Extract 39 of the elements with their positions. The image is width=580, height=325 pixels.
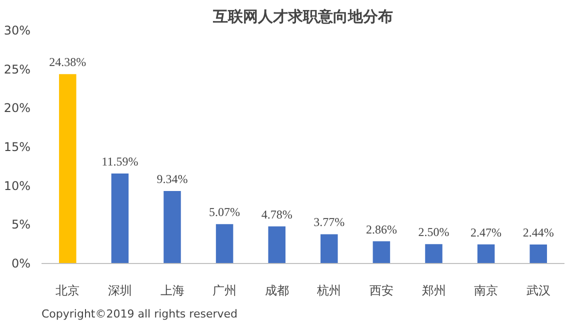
- bar: [268, 226, 286, 264]
- data-label: 2.50%: [418, 225, 450, 240]
- x-tick-label: 杭州: [316, 284, 342, 298]
- bar: [216, 224, 234, 264]
- data-label: 2.86%: [366, 222, 397, 236]
- y-tick-label: 10%: [4, 178, 30, 193]
- x-tick-label: 南京: [474, 284, 498, 298]
- data-label: 2.44%: [522, 226, 554, 240]
- y-tick-label: 0%: [11, 256, 31, 270]
- data-label: 9.34%: [156, 172, 188, 186]
- bar: [425, 244, 442, 264]
- bar: [320, 234, 338, 264]
- data-label: 4.78%: [261, 207, 292, 222]
- bar: [111, 173, 129, 264]
- x-tick-label: 武汉: [526, 284, 550, 298]
- text: Copyright©2019 all rights reserved: [42, 308, 238, 320]
- data-label: 11.59%: [102, 154, 138, 168]
- x-tick-label: 西安: [369, 284, 394, 298]
- y-tick-label: 25%: [4, 62, 30, 76]
- x-tick-label: 上海: [160, 284, 184, 298]
- x-tick-label: 北京: [56, 284, 80, 298]
- x-tick-label: 深圳: [108, 284, 132, 298]
- x-tick-label: 成都: [264, 284, 289, 298]
- bar: [477, 244, 495, 264]
- x-tick-label: 郑州: [422, 284, 446, 298]
- data-label: 2.47%: [470, 225, 502, 240]
- data-label: 3.77%: [314, 215, 345, 230]
- bar: [530, 244, 547, 264]
- bar: [164, 190, 181, 264]
- x-tick-label: 广州: [212, 284, 237, 298]
- y-tick-label: 15%: [4, 140, 30, 154]
- y-tick-label: 5%: [11, 218, 31, 232]
- y-tick-label: 20%: [4, 101, 30, 116]
- chart-title: 互联网人才求职意向地分布: [212, 8, 393, 26]
- y-tick-label: 30%: [4, 24, 30, 38]
- bar: [59, 74, 76, 264]
- data-label: 24.38%: [49, 55, 86, 70]
- bar: [372, 241, 390, 264]
- data-label: 5.07%: [209, 205, 240, 220]
